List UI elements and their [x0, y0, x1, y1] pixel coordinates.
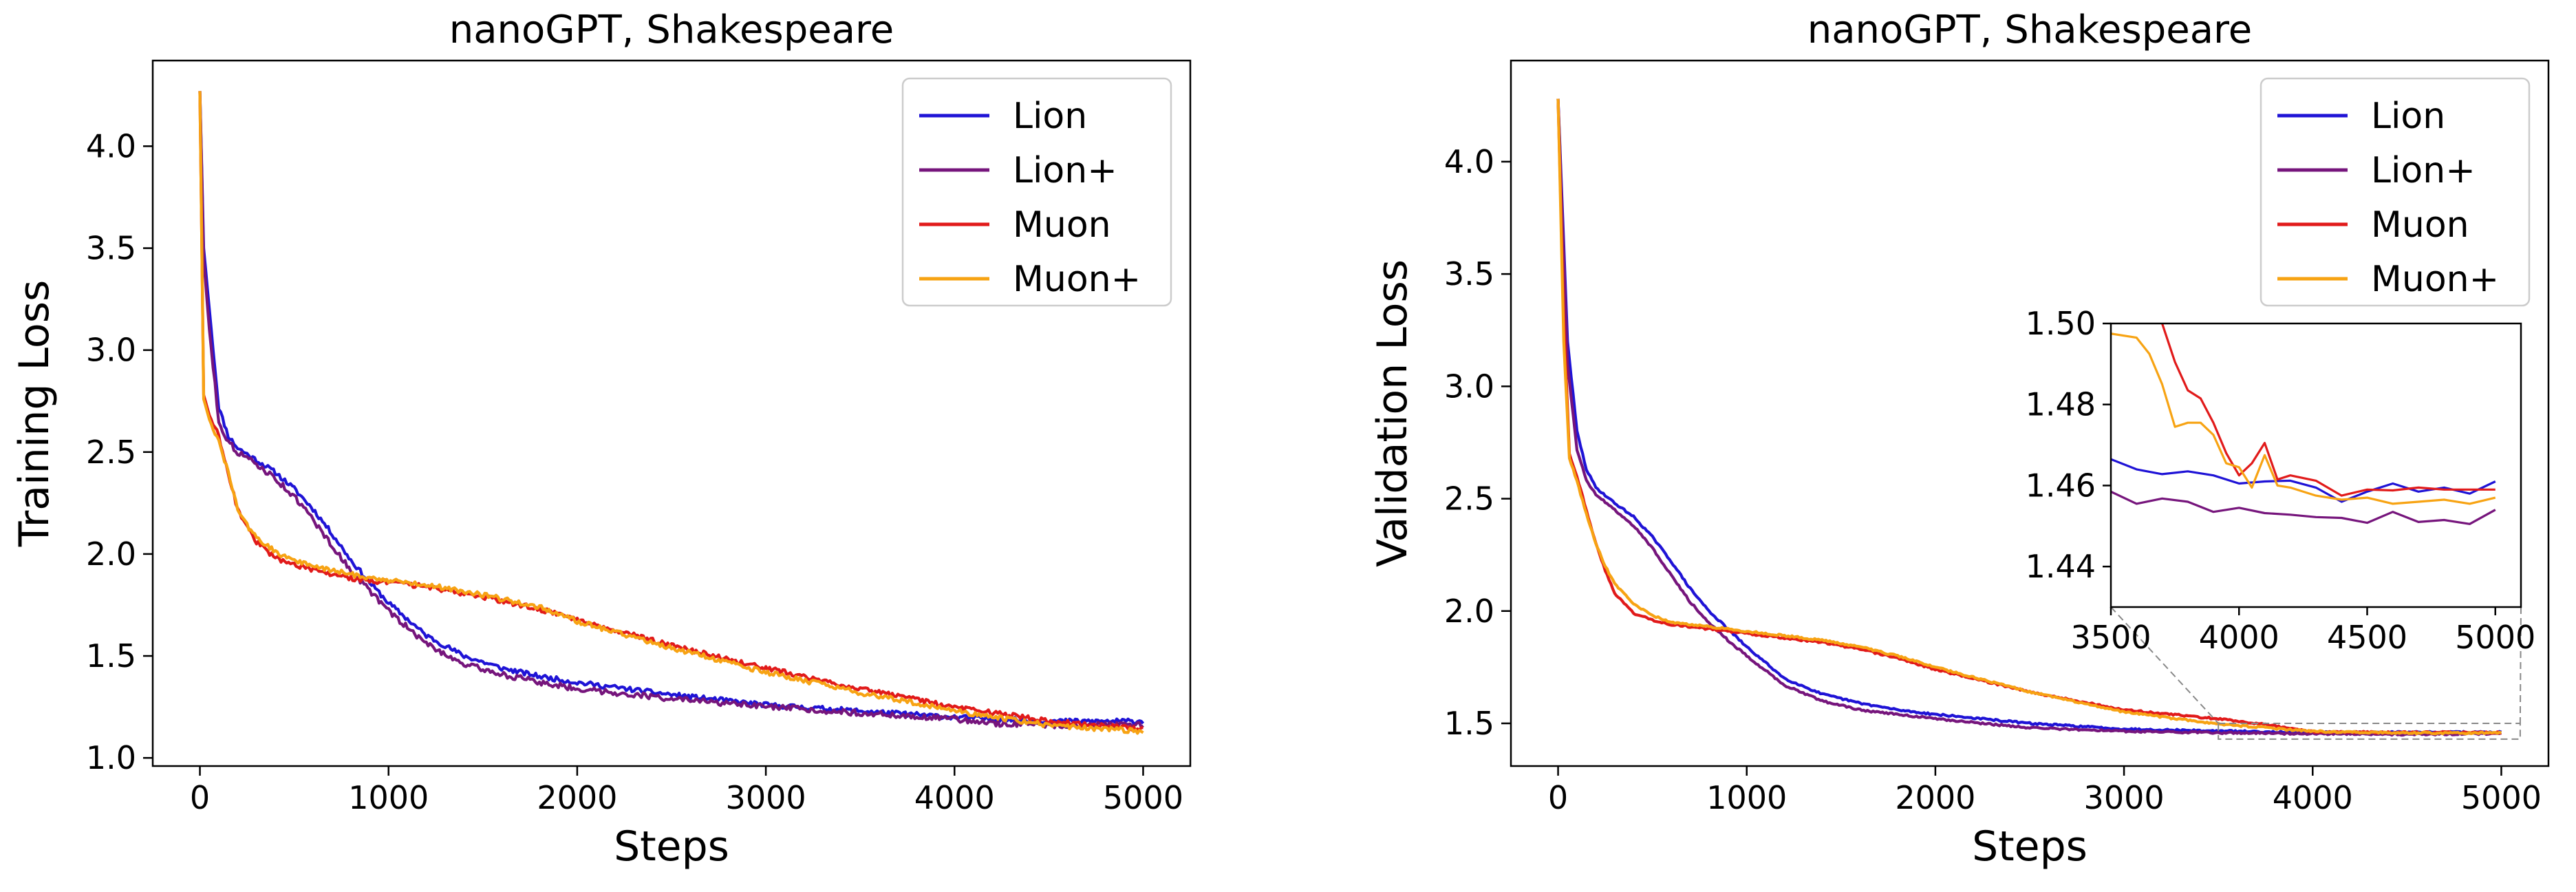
- y-tick-label: 3.5: [1444, 255, 1494, 293]
- x-tick-label: 4000: [914, 779, 995, 816]
- x-tick-label: 3000: [2084, 779, 2165, 816]
- x-tick-label: 1000: [348, 779, 429, 816]
- legend-label: Muon+: [1013, 259, 1141, 300]
- y-tick-label: 2.0: [1444, 593, 1494, 630]
- inset-series-group: [2111, 323, 2496, 525]
- inset-series-line-lion-plus: [2111, 490, 2496, 525]
- inset-series-line-muon-plus: [2111, 332, 2496, 505]
- y-tick-label: 1.5: [86, 637, 136, 675]
- x-tick-label: 3000: [726, 779, 806, 816]
- legend-label: Lion+: [2371, 150, 2476, 191]
- chart-panel-2: 0 1000 2000 3000 4000 5000 1.5 2.0 2.5 3.0 3.5 4.0 n…: [1368, 8, 2550, 871]
- inset-frame: [2110, 322, 2522, 608]
- x-tick-label: 4000: [2273, 779, 2353, 816]
- zoom-region: [2218, 722, 2521, 740]
- x-tick-label: 5000: [1103, 779, 1183, 816]
- zoom-connector: [2110, 606, 2219, 724]
- inset-x-tick-label: 5000: [2455, 619, 2535, 656]
- legend-label: Lion+: [1013, 150, 1117, 191]
- chart-title: nanoGPT, Shakespeare: [1807, 8, 2253, 52]
- y-tick-label: 3.5: [86, 230, 136, 267]
- y-tick-label: 3.0: [1444, 368, 1494, 405]
- inset-y-tick-label: 1.50: [2026, 305, 2096, 342]
- chart-panel-1: 0 1000 2000 3000 4000 5000 1.0 1.5 2.0 2.5 3.0 3.5 4…: [10, 8, 1192, 871]
- legend-box: [901, 77, 1172, 307]
- x-tick-label: 5000: [2461, 779, 2542, 816]
- legend-label: Muon: [2371, 204, 2469, 246]
- series-line-muon-plus: [198, 91, 1144, 735]
- inset-y-tick-label: 1.48: [2026, 386, 2096, 423]
- inset-x-tick-label: 4500: [2327, 619, 2407, 656]
- inset-y-tick-label: 1.46: [2026, 467, 2096, 504]
- x-tick-label: 1000: [1706, 779, 1787, 816]
- x-tick-label: 2000: [1895, 779, 1975, 816]
- inset-series-line-muon: [2160, 323, 2496, 497]
- plot-frame: [1510, 59, 2550, 767]
- y-tick-label: 1.5: [1444, 705, 1494, 742]
- y-tick-label: 2.0: [86, 535, 136, 573]
- series-line-muon: [198, 91, 1144, 732]
- inset-x-tick-label: 3500: [2070, 619, 2151, 656]
- series-group: [1556, 98, 2502, 737]
- series-group: [198, 91, 1145, 735]
- plot-frame: [151, 59, 1192, 767]
- y-tick-label: 4.0: [1444, 143, 1494, 180]
- y-axis-label: Validation Loss: [1368, 259, 1417, 567]
- zoom-inset: 3500 4000 4500 5000 1.44 1.46 1.48 1.50: [2026, 305, 2535, 740]
- y-tick-label: 4.0: [86, 127, 136, 164]
- y-tick-label: 2.5: [86, 434, 136, 471]
- x-tick-label: 0: [190, 779, 210, 816]
- chart-title: nanoGPT, Shakespeare: [449, 8, 894, 52]
- zoom-connector: [2519, 606, 2522, 723]
- legend-label: Muon+: [2371, 259, 2499, 300]
- series-line-muon-plus: [1556, 98, 2502, 736]
- x-tick-label: 0: [1548, 779, 1568, 816]
- legend-box: [2260, 77, 2531, 307]
- series-line-lion: [198, 91, 1145, 725]
- x-axis-label: Steps: [1972, 822, 2087, 871]
- legend: Lion Lion+ Muon Muon+: [2260, 77, 2531, 307]
- y-tick-label: 2.5: [1444, 480, 1494, 518]
- inset-background: [2111, 323, 2521, 607]
- legend-label: Lion: [2371, 96, 2445, 137]
- inset-x-tick-label: 4000: [2199, 619, 2279, 656]
- legend: Lion Lion+ Muon Muon+: [901, 77, 1172, 307]
- y-axis-label: Training Loss: [10, 280, 58, 547]
- y-tick-label: 1.0: [86, 739, 136, 776]
- legend-label: Lion: [1013, 96, 1087, 137]
- y-tick-label: 3.0: [86, 332, 136, 369]
- x-tick-label: 2000: [537, 779, 617, 816]
- legend-label: Muon: [1013, 204, 1111, 246]
- x-axis-label: Steps: [614, 822, 729, 871]
- inset-y-tick-label: 1.44: [2026, 548, 2096, 585]
